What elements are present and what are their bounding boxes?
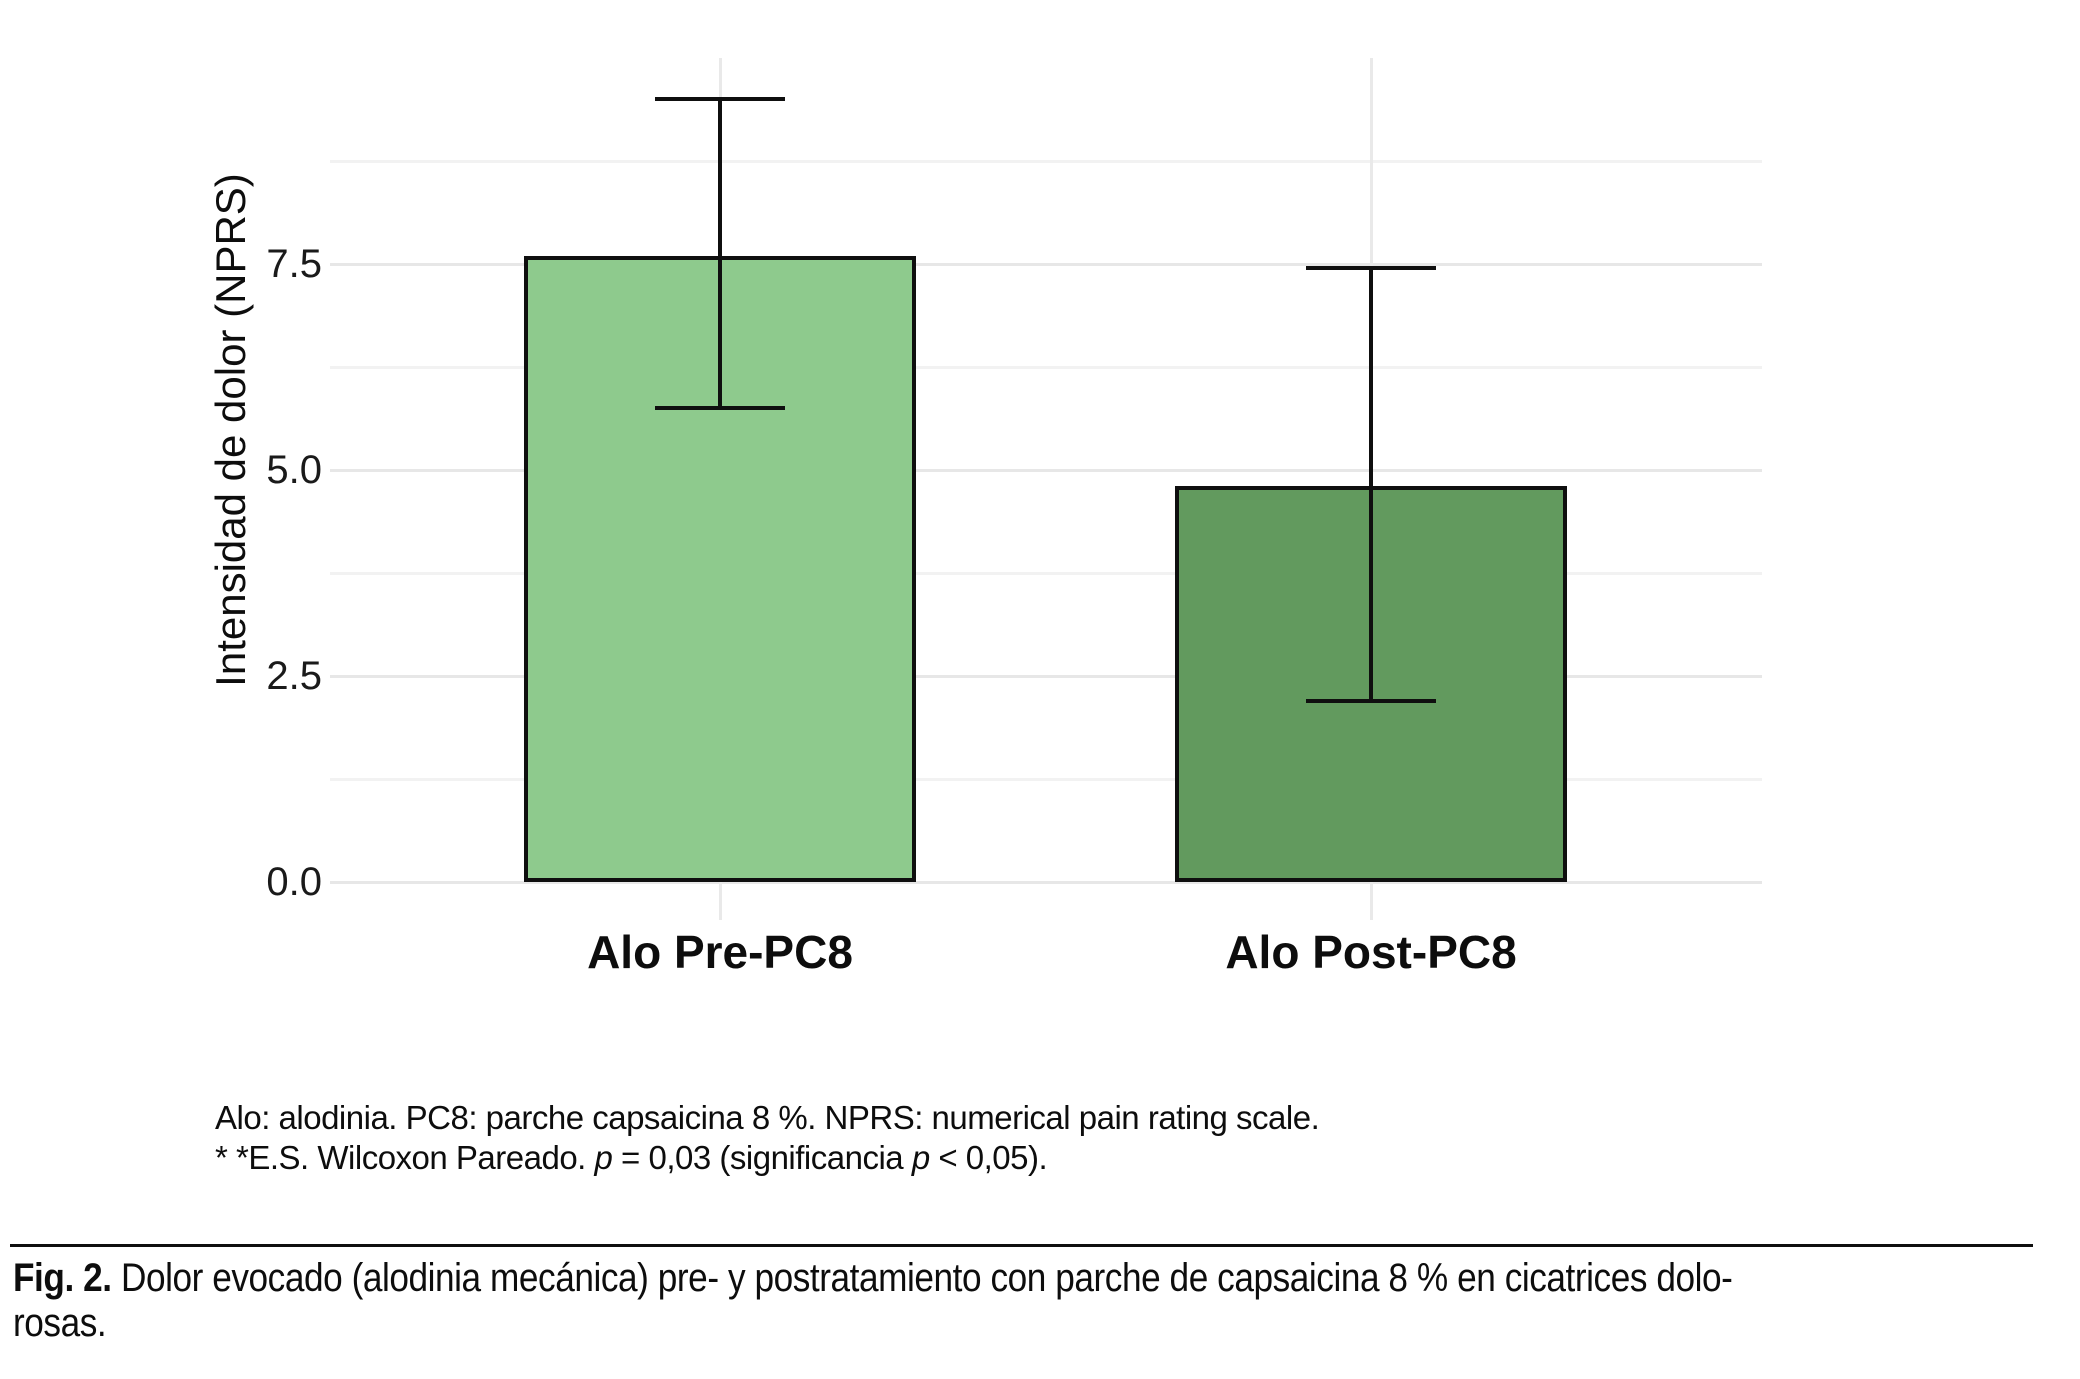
caption-divider xyxy=(10,1244,2033,1247)
footnote-text: = 0,03 (significancia xyxy=(612,1139,912,1176)
y-axis-tick-label: 0.0 xyxy=(266,860,322,904)
chart-footnote: Alo: alodinia. PC8: parche capsaicina 8 … xyxy=(215,1098,1815,1178)
gridline-minor xyxy=(330,778,1762,781)
figure-caption: Fig. 2. Dolor evocado (alodinia mecánica… xyxy=(13,1256,2037,1346)
gridline-minor xyxy=(330,160,1762,163)
footnote-line-1: Alo: alodinia. PC8: parche capsaicina 8 … xyxy=(215,1099,1320,1136)
gridline-minor xyxy=(330,572,1762,575)
figure-caption-label: Fig. 2. xyxy=(13,1256,112,1300)
gridline-minor xyxy=(330,366,1762,369)
figure-caption-line2: rosas. xyxy=(13,1301,107,1345)
figure-caption-line1: Dolor evocado (alodinia mecánica) pre- y… xyxy=(111,1256,1733,1300)
error-bar-line-alo-post-pc8 xyxy=(1369,268,1373,701)
y-axis-tick-label: 7.5 xyxy=(266,242,322,286)
y-axis-tick-label: 5.0 xyxy=(266,448,322,492)
error-bar-cap-top-alo-pre-pc8 xyxy=(655,97,785,102)
x-axis-category-label-alo-post-pc8: Alo Post-PC8 xyxy=(1225,926,1517,978)
y-axis-tick-label: 2.5 xyxy=(266,654,322,698)
gridline-major xyxy=(330,469,1762,472)
gridline-major xyxy=(330,675,1762,678)
gridline-major xyxy=(330,263,1762,266)
footnote-text: * *E.S. Wilcoxon Pareado. xyxy=(215,1139,595,1176)
error-bar-cap-bottom-alo-pre-pc8 xyxy=(655,406,785,411)
x-axis-category-label-alo-pre-pc8: Alo Pre-PC8 xyxy=(587,926,853,978)
footnote-line-2: * *E.S. Wilcoxon Pareado. p = 0,03 (sign… xyxy=(215,1138,1815,1178)
footnote-p-italic: p xyxy=(911,1139,930,1176)
error-bar-line-alo-pre-pc8 xyxy=(718,99,722,409)
error-bar-cap-bottom-alo-post-pc8 xyxy=(1306,698,1436,703)
footnote-text: < 0,05). xyxy=(929,1139,1048,1176)
footnote-p-italic: p xyxy=(594,1139,613,1176)
gridline-major xyxy=(330,881,1762,884)
error-bar-cap-top-alo-post-pc8 xyxy=(1306,266,1436,271)
bar-chart: Intensidad de dolor (NPRS) 0.0 2.5 5.0 7.5 A… xyxy=(207,58,1762,978)
